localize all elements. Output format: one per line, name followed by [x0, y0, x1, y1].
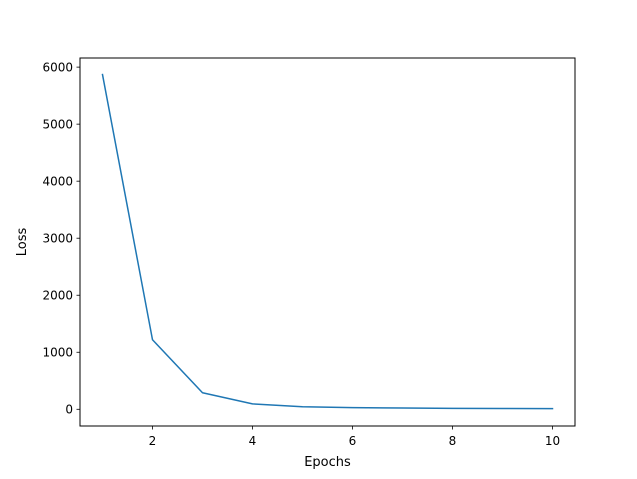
- y-tick-label: 4000: [42, 174, 73, 188]
- y-tick-label: 3000: [42, 232, 73, 246]
- y-axis-label: Loss: [15, 228, 30, 257]
- y-axis-ticks: 0 1000 2000 3000 4000 5000 6000: [42, 60, 80, 417]
- x-axis-ticks: 2 4 6 8 10: [149, 426, 560, 448]
- y-tick-label: 1000: [42, 346, 73, 360]
- plot-frame: [79, 57, 576, 427]
- y-tick-label: 2000: [42, 289, 73, 303]
- x-tick-label: 2: [149, 434, 157, 448]
- x-tick-label: 4: [249, 434, 257, 448]
- y-tick-label: 5000: [42, 117, 73, 131]
- y-tick-label: 0: [65, 403, 73, 417]
- y-tick-label: 6000: [42, 60, 73, 74]
- series-layer: [101, 73, 554, 410]
- x-tick-label: 10: [545, 434, 560, 448]
- x-tick-label: 8: [449, 434, 457, 448]
- series-line-0: [101, 73, 554, 410]
- x-tick-label: 6: [349, 434, 357, 448]
- x-axis-label: Epochs: [304, 455, 351, 470]
